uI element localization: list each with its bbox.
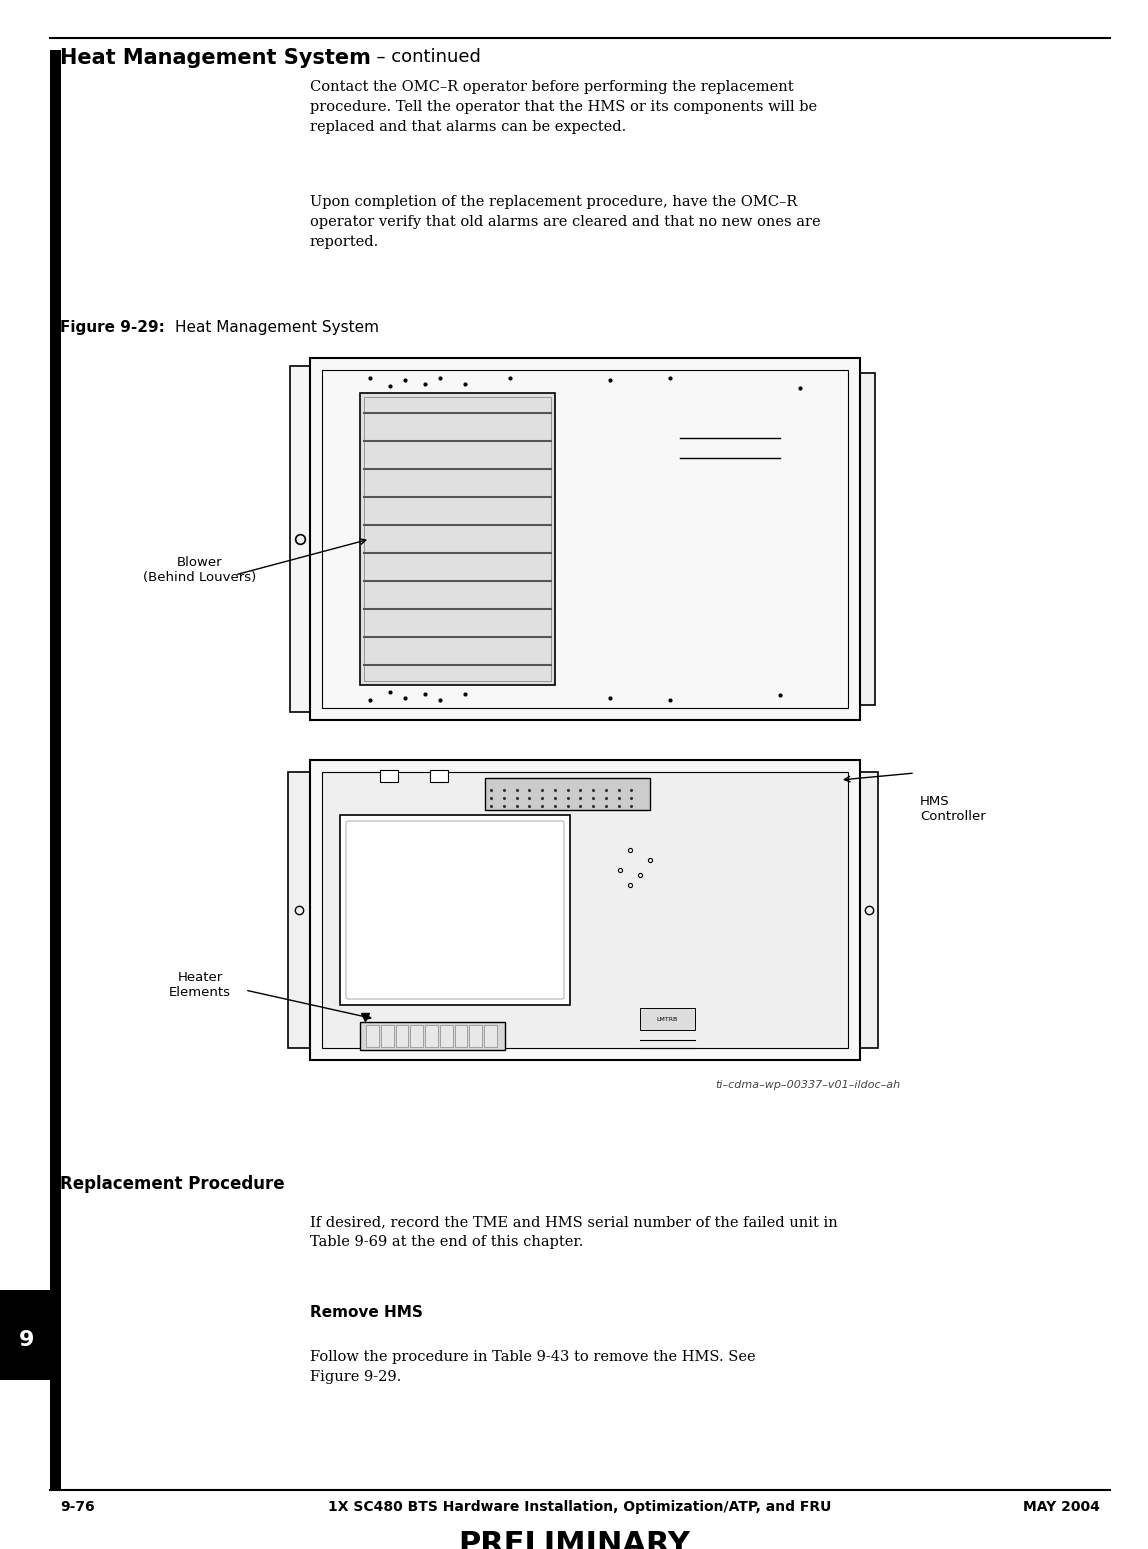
Bar <box>455 1025 467 1047</box>
Bar <box>51 50 61 1490</box>
Text: LMTRB: LMTRB <box>657 1016 677 1021</box>
Bar <box>0 1290 55 1380</box>
Text: Upon completion of the replacement procedure, have the OMC–R
operator verify tha: Upon completion of the replacement proce… <box>310 195 821 249</box>
Text: Heat Management System: Heat Management System <box>174 321 379 335</box>
Text: Contact the OMC–R operator before performing the replacement
procedure. Tell the: Contact the OMC–R operator before perfor… <box>310 81 817 135</box>
Text: Heat Management System: Heat Management System <box>60 48 371 68</box>
Bar <box>310 761 860 1060</box>
Bar <box>396 1025 409 1047</box>
Text: PRELIMINARY: PRELIMINARY <box>458 1530 690 1549</box>
Text: 9-76: 9-76 <box>60 1499 94 1513</box>
Bar <box>470 1025 482 1047</box>
Bar <box>360 1022 505 1050</box>
Text: HMS
Controller: HMS Controller <box>920 795 986 823</box>
Bar <box>440 1025 452 1047</box>
Text: Remove HMS: Remove HMS <box>310 1304 422 1320</box>
Bar <box>860 771 878 1049</box>
Bar <box>484 1025 497 1047</box>
Text: Replacement Procedure: Replacement Procedure <box>60 1176 285 1193</box>
Bar <box>381 1025 394 1047</box>
Bar <box>321 771 848 1049</box>
Text: ti–cdma–wp–00337–v01–ildoc–ah: ti–cdma–wp–00337–v01–ildoc–ah <box>715 1080 900 1090</box>
Bar <box>425 1025 437 1047</box>
Text: MAY 2004: MAY 2004 <box>1023 1499 1100 1513</box>
Bar <box>340 815 571 1005</box>
Bar <box>484 778 650 810</box>
Bar <box>380 770 398 782</box>
Text: – continued: – continued <box>365 48 481 67</box>
Bar <box>860 373 875 705</box>
Bar <box>430 770 448 782</box>
Text: 1X SC480 BTS Hardware Installation, Optimization/ATP, and FRU: 1X SC480 BTS Hardware Installation, Opti… <box>328 1499 831 1513</box>
Text: Follow the procedure in Table 9-43 to remove the HMS. See
Figure 9-29.: Follow the procedure in Table 9-43 to re… <box>310 1351 755 1385</box>
Bar <box>310 358 860 720</box>
Text: Figure 9-29:: Figure 9-29: <box>60 321 165 335</box>
Text: Heater
Elements: Heater Elements <box>169 971 231 999</box>
Bar <box>321 370 848 708</box>
Bar <box>410 1025 424 1047</box>
Bar <box>639 1008 695 1030</box>
Text: Blower
(Behind Louvers): Blower (Behind Louvers) <box>144 556 257 584</box>
Bar <box>360 393 554 685</box>
Text: 9: 9 <box>20 1331 34 1351</box>
Bar <box>364 397 551 682</box>
Bar <box>366 1025 379 1047</box>
Bar <box>288 771 310 1049</box>
Bar <box>290 366 310 713</box>
Text: If desired, record the TME and HMS serial number of the failed unit in
Table 9-6: If desired, record the TME and HMS seria… <box>310 1214 838 1248</box>
